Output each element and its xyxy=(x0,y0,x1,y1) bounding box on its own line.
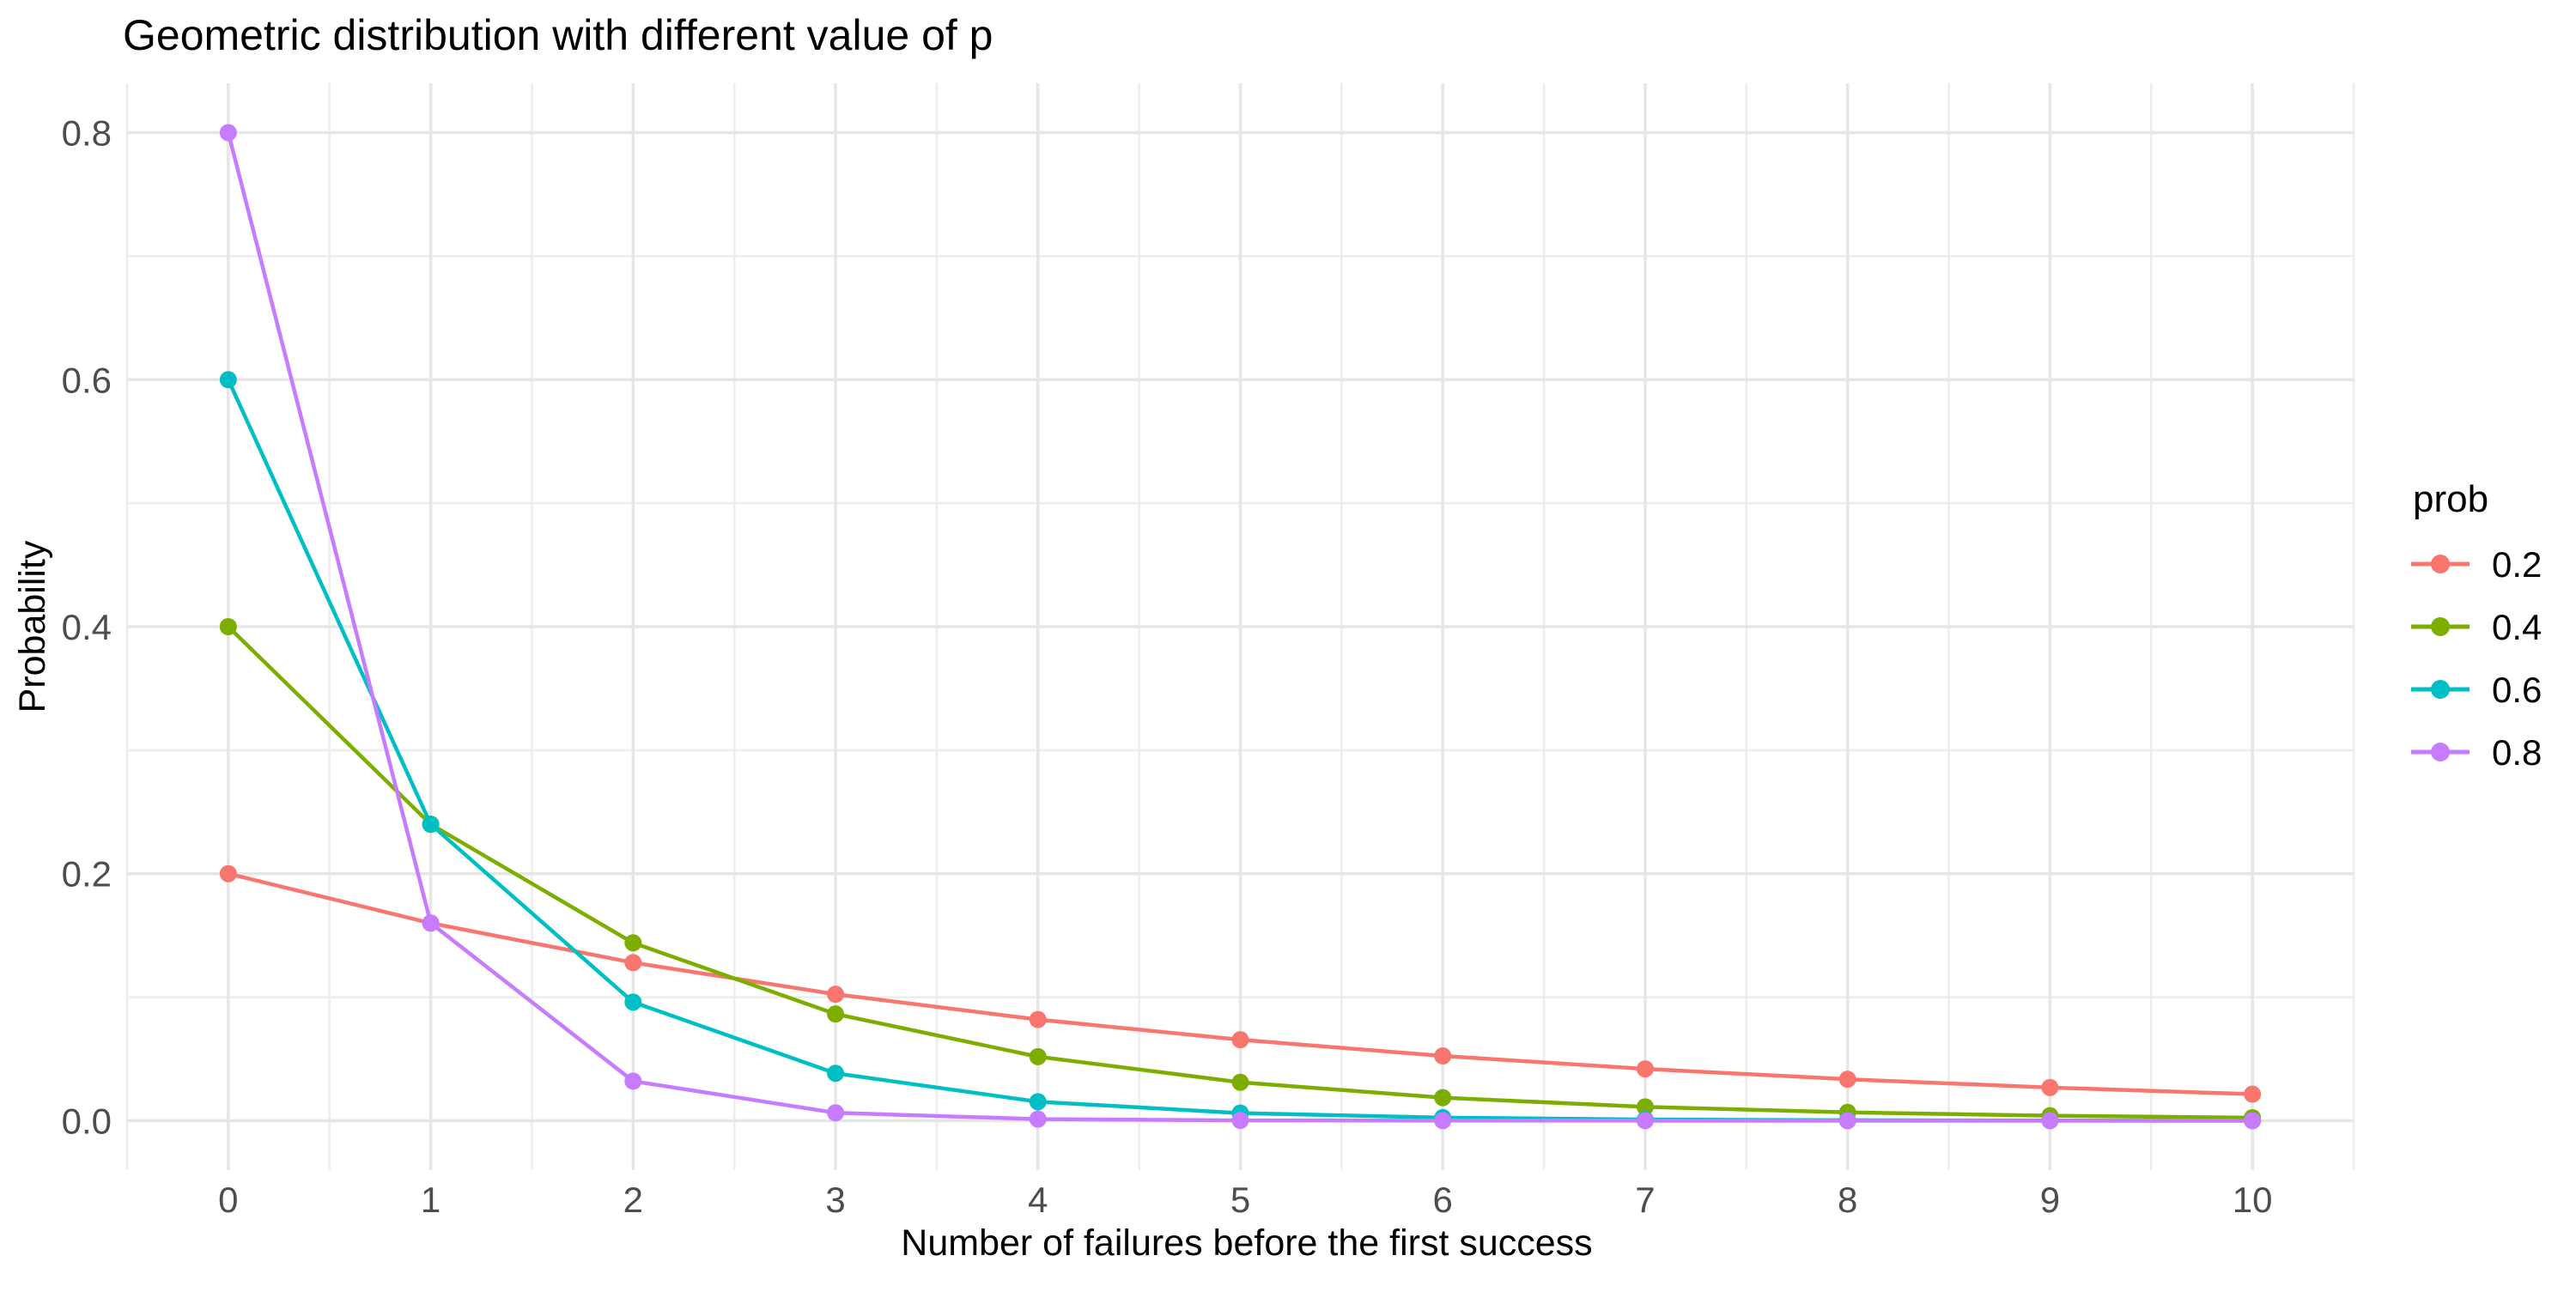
y-tick-label: 0.0 xyxy=(62,1101,112,1141)
legend-label: 0.2 xyxy=(2492,544,2542,585)
data-point xyxy=(1434,1112,1452,1130)
y-tick-label: 0.4 xyxy=(62,607,112,647)
y-axis-title: Probability xyxy=(12,540,53,713)
data-point xyxy=(827,1065,845,1083)
data-point xyxy=(2244,1112,2262,1130)
data-point xyxy=(1029,1110,1047,1128)
data-point xyxy=(827,986,845,1004)
data-point xyxy=(2244,1085,2262,1103)
data-point xyxy=(1231,1031,1249,1049)
data-point xyxy=(624,993,642,1011)
legend-title: prob xyxy=(2413,478,2488,520)
x-tick-label: 3 xyxy=(825,1180,845,1220)
series-layer xyxy=(219,124,2262,1130)
data-point xyxy=(219,618,237,635)
legend-key-point xyxy=(2431,680,2450,699)
data-point xyxy=(827,1104,845,1122)
x-tick-label: 7 xyxy=(1635,1180,1655,1220)
chart-title: Geometric distribution with different va… xyxy=(123,11,993,59)
data-point xyxy=(1434,1047,1452,1065)
x-tick-label: 10 xyxy=(2233,1180,2273,1220)
y-tick-label: 0.6 xyxy=(62,360,112,400)
x-tick-label: 5 xyxy=(1230,1180,1250,1220)
x-tick-label: 1 xyxy=(421,1180,440,1220)
data-point xyxy=(624,934,642,952)
x-tick-label: 4 xyxy=(1028,1180,1048,1220)
y-tick-label: 0.8 xyxy=(62,113,112,154)
data-point xyxy=(1231,1112,1249,1130)
data-point xyxy=(219,371,237,389)
data-point xyxy=(1434,1089,1452,1107)
legend-item-0.2: 0.2 xyxy=(2411,544,2542,585)
data-point xyxy=(624,1072,642,1090)
legend-key-point xyxy=(2431,743,2450,761)
data-point xyxy=(1838,1071,1856,1089)
data-point xyxy=(2041,1112,2059,1130)
x-tick-label: 8 xyxy=(1838,1180,1857,1220)
data-point xyxy=(624,954,642,972)
legend: prob 0.2 0.4 0.6 0.8 xyxy=(2411,478,2542,773)
data-point xyxy=(1636,1098,1654,1116)
data-point xyxy=(1636,1060,1654,1078)
data-point xyxy=(219,864,237,883)
legend-label: 0.4 xyxy=(2492,607,2542,647)
legend-item-0.6: 0.6 xyxy=(2411,670,2542,710)
grid-major xyxy=(127,83,2354,1170)
x-tick-labels: 0 1 2 3 4 5 6 7 8 9 10 xyxy=(218,1180,2272,1220)
series-points-p0.8 xyxy=(219,124,2262,1130)
x-tick-label: 6 xyxy=(1433,1180,1453,1220)
x-tick-label: 9 xyxy=(2040,1180,2060,1220)
legend-key-point xyxy=(2431,555,2450,573)
data-point xyxy=(1029,1010,1047,1028)
x-axis-title: Number of failures before the first succ… xyxy=(901,1222,1592,1264)
data-point xyxy=(1029,1047,1047,1065)
y-tick-label: 0.2 xyxy=(62,854,112,895)
data-point xyxy=(1231,1073,1249,1091)
x-tick-label: 2 xyxy=(623,1180,643,1220)
data-point xyxy=(422,914,440,932)
data-point xyxy=(219,124,237,142)
data-point xyxy=(422,816,440,834)
data-point xyxy=(827,1005,845,1023)
data-point xyxy=(1636,1112,1654,1130)
data-point xyxy=(1029,1093,1047,1111)
y-tick-labels: 0.0 0.2 0.4 0.6 0.8 xyxy=(62,113,112,1142)
legend-item-0.4: 0.4 xyxy=(2411,607,2542,647)
data-point xyxy=(1838,1112,1856,1130)
x-tick-label: 0 xyxy=(218,1180,238,1220)
legend-key-point xyxy=(2431,617,2450,636)
legend-item-0.8: 0.8 xyxy=(2411,732,2542,773)
data-point xyxy=(2041,1078,2059,1096)
legend-label: 0.6 xyxy=(2492,670,2542,710)
legend-label: 0.8 xyxy=(2492,732,2542,773)
